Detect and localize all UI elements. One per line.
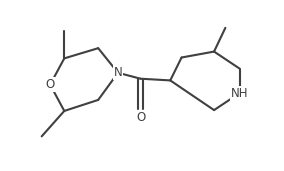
Text: O: O — [136, 111, 145, 124]
Text: NH: NH — [231, 87, 248, 100]
Text: N: N — [114, 66, 122, 79]
Text: O: O — [45, 78, 55, 91]
